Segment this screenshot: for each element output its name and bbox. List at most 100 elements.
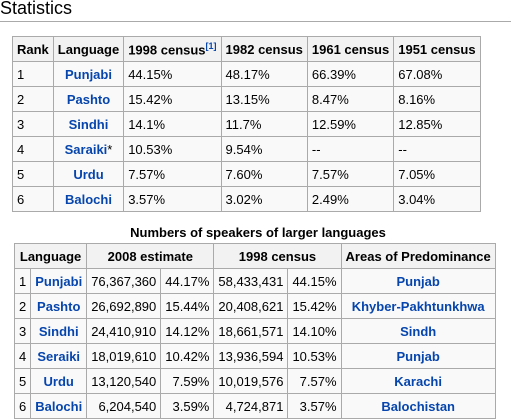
cell-text: 1 bbox=[17, 66, 25, 82]
link[interactable]: Punjabi bbox=[65, 66, 112, 82]
link[interactable]: Punjab bbox=[396, 348, 440, 364]
cell-text: 11.7% bbox=[225, 116, 262, 132]
cell: 15.44% bbox=[160, 293, 215, 319]
cell-text: 20,408,621 bbox=[218, 298, 284, 314]
cell-text: Language bbox=[19, 248, 82, 264]
language-cell: Punjabi bbox=[52, 61, 125, 87]
row: 2 Pashto 15.42% 13.15% 8.47% 8.16% bbox=[12, 86, 481, 112]
speakers-table: Language 2008 estimate 1998 census Areas of… bbox=[13, 243, 496, 419]
cell: 3 bbox=[12, 111, 54, 137]
cell: -- bbox=[306, 136, 395, 162]
row: 6 Balochi 3.57% 3.02% 2.49% 3.04% bbox=[12, 186, 481, 212]
link[interactable]: Balochi bbox=[65, 191, 112, 207]
cell-text: 2008 estimate bbox=[107, 248, 193, 264]
link[interactable]: Seraiki bbox=[37, 348, 81, 364]
link[interactable]: Urdu bbox=[43, 373, 74, 389]
cell-text: 14.10% bbox=[292, 323, 337, 339]
cell: 7.57% bbox=[306, 161, 395, 187]
cell-text: 18,661,571 bbox=[218, 323, 284, 339]
cell-text: 66.39% bbox=[311, 66, 356, 82]
cell-text: 9.54% bbox=[225, 141, 263, 157]
cell: 18,019,610 bbox=[86, 343, 162, 369]
link[interactable]: Pashto bbox=[37, 298, 81, 314]
cell: 2.49% bbox=[306, 186, 395, 212]
header-cell: Areas of Predominance bbox=[340, 243, 496, 269]
link[interactable]: Balochistan bbox=[381, 398, 455, 414]
cell: 10,019,576 bbox=[213, 368, 289, 394]
link[interactable]: Sindhi bbox=[68, 116, 109, 132]
cell: 12.85% bbox=[393, 111, 481, 137]
header-cell: 1998 census bbox=[213, 243, 342, 269]
census-table: Rank Language 1998 census[1] 1982 census 196… bbox=[12, 36, 481, 212]
footnote-mark: * bbox=[107, 141, 113, 157]
cell-text: 7.60% bbox=[225, 166, 263, 182]
cell: 58,433,431 bbox=[213, 268, 289, 294]
link[interactable]: Balochi bbox=[35, 398, 83, 414]
link[interactable]: Punjab bbox=[396, 273, 440, 289]
cell: 4 bbox=[12, 136, 54, 162]
cell-text: 3.59% bbox=[172, 398, 210, 414]
cell: 7.57% bbox=[287, 368, 342, 394]
row: 4 Seraiki 18,019,610 10.42% 13,936,594 10.53%… bbox=[13, 343, 496, 369]
language-cell: Urdu bbox=[30, 368, 88, 394]
header-cell: 1961 census bbox=[306, 36, 395, 62]
cell-text: -- bbox=[398, 141, 407, 157]
link[interactable]: Sindhi bbox=[38, 323, 79, 339]
cell-text: 5 bbox=[17, 166, 25, 182]
cell-text: 1 bbox=[19, 273, 27, 289]
link[interactable]: Urdu bbox=[73, 166, 104, 182]
cell-text: 7.57% bbox=[311, 166, 349, 182]
cell: 8.47% bbox=[306, 86, 395, 112]
cell-text: 3.04% bbox=[398, 191, 436, 207]
row: 3 Sindhi 14.1% 11.7% 12.59% 12.85% bbox=[12, 111, 481, 137]
cell-text: 44.15% bbox=[128, 66, 173, 82]
link[interactable]: Sindh bbox=[400, 323, 437, 339]
cell: 15.42% bbox=[287, 293, 342, 319]
cell-text: 13,936,594 bbox=[218, 348, 284, 364]
link[interactable]: Punjabi bbox=[35, 273, 83, 289]
cell: 5 bbox=[12, 161, 54, 187]
link[interactable]: Pashto bbox=[66, 91, 111, 107]
cell: 9.54% bbox=[220, 136, 308, 162]
header-cell: Language bbox=[13, 243, 88, 269]
language-cell: Saraiki* bbox=[52, 136, 125, 162]
cell: 13,120,540 bbox=[86, 368, 162, 394]
cell: 48.17% bbox=[220, 61, 308, 87]
cell: -- bbox=[393, 136, 481, 162]
cell-text: 7.05% bbox=[398, 166, 436, 182]
cell: 3.57% bbox=[123, 186, 222, 212]
cell-text: 6,204,540 bbox=[98, 398, 157, 414]
cell-text: 3 bbox=[19, 323, 27, 339]
cell-text: 8.16% bbox=[398, 91, 436, 107]
cell-text: 12.85% bbox=[398, 116, 443, 132]
cell: 14.12% bbox=[160, 318, 215, 344]
cell: 3 bbox=[13, 318, 32, 344]
cell: 8.16% bbox=[393, 86, 481, 112]
header-cell: Rank bbox=[12, 36, 54, 62]
link[interactable]: Saraiki bbox=[64, 141, 108, 157]
cell-text: 6 bbox=[17, 191, 25, 207]
cell: 44.15% bbox=[123, 61, 222, 87]
header-cell: 1998 census[1] bbox=[123, 36, 222, 62]
cell-text: 6 bbox=[19, 398, 27, 414]
row: 5 Urdu 13,120,540 7.59% 10,019,576 7.57% Karac… bbox=[13, 368, 496, 394]
link[interactable]: Khyber-Pakhtunkhwa bbox=[351, 298, 485, 314]
footnote-mark[interactable]: [1] bbox=[205, 40, 217, 51]
cell: 76,367,360 bbox=[86, 268, 162, 294]
cell-text: 10.42% bbox=[165, 348, 210, 364]
cell: 13.15% bbox=[220, 86, 308, 112]
language-cell: Urdu bbox=[52, 161, 125, 187]
cell: 18,661,571 bbox=[213, 318, 289, 344]
row: 3 Sindhi 24,410,910 14.12% 18,661,571 14.10% S… bbox=[13, 318, 496, 344]
header-row: Language 2008 estimate 1998 census Areas of… bbox=[13, 243, 496, 269]
cell-text: 13.15% bbox=[225, 91, 270, 107]
cell-text: 2 bbox=[17, 91, 25, 107]
cell: 14.10% bbox=[287, 318, 342, 344]
cell: 3.04% bbox=[393, 186, 481, 212]
link[interactable]: Karachi bbox=[394, 373, 442, 389]
cell: 67.08% bbox=[393, 61, 481, 87]
language-cell: Punjabi bbox=[30, 268, 88, 294]
cell-text: 15.44% bbox=[165, 298, 210, 314]
cell: 10.53% bbox=[123, 136, 222, 162]
cell-text: 14.12% bbox=[165, 323, 210, 339]
